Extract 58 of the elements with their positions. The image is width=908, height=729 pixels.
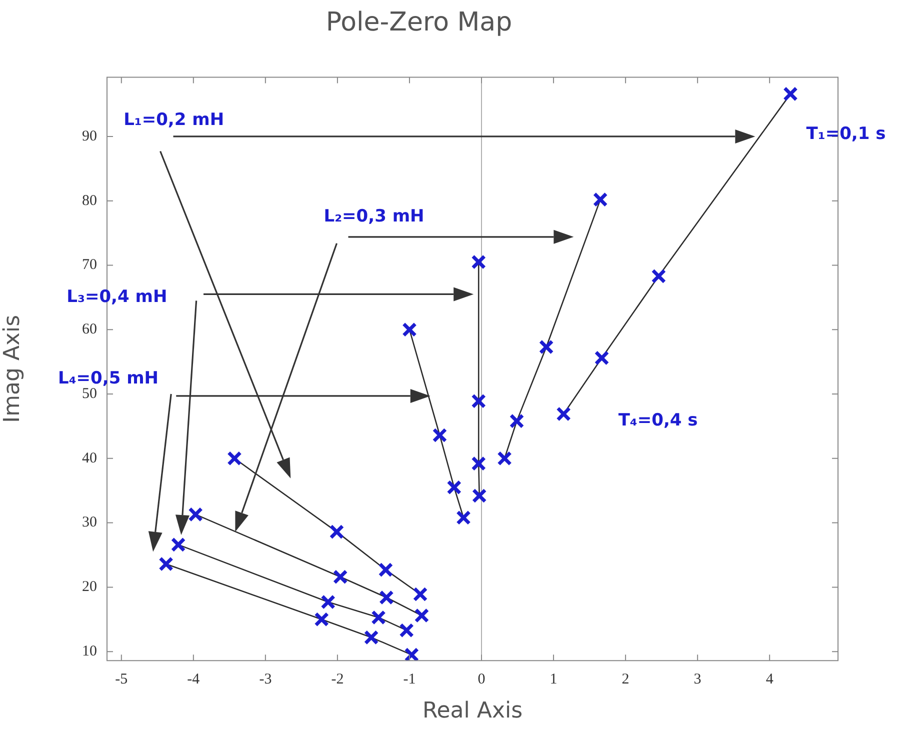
point [378, 562, 394, 578]
point [412, 586, 428, 602]
point [509, 414, 524, 428]
point [320, 594, 336, 610]
point [594, 350, 610, 366]
point [471, 254, 486, 270]
point [402, 322, 417, 338]
x-tick-label: -3 [259, 672, 272, 688]
point [432, 428, 448, 443]
point [404, 647, 420, 661]
point [329, 524, 344, 540]
y-tick-label: 90 [82, 128, 97, 144]
y-axis-title: Imag Axis [0, 314, 25, 423]
x-axis-title: Real Axis [422, 698, 523, 724]
point [414, 608, 430, 623]
point [446, 480, 462, 495]
point [456, 510, 471, 526]
annotation: L₂=0,3 mH [324, 206, 424, 226]
point [471, 394, 486, 409]
annotation: L₁=0,2 mH [124, 110, 224, 130]
point [592, 192, 608, 207]
point [170, 537, 186, 552]
x-tick-label: 4 [766, 672, 774, 688]
annotation: T₄=0,4 s [618, 410, 698, 430]
point [399, 622, 414, 638]
point [314, 612, 330, 627]
x-tick-label: -1 [403, 672, 416, 688]
chart-title: Pole-Zero Map [326, 7, 512, 38]
annotation: L₃=0,4 mH [66, 286, 168, 307]
x-tick-label: -2 [331, 672, 344, 688]
point [783, 86, 798, 102]
y-tick-label: 60 [82, 322, 97, 338]
point [332, 569, 348, 584]
y-tick-label: 30 [82, 514, 97, 531]
y-tick-label: 20 [82, 579, 97, 596]
x-tick-label: 2 [622, 672, 630, 688]
point [158, 556, 174, 572]
x-tick-label: 3 [694, 672, 702, 688]
x-tick-label: 1 [550, 672, 558, 688]
x-tick-label: -4 [187, 672, 200, 688]
point [472, 488, 487, 504]
point [497, 451, 512, 466]
point [556, 406, 572, 422]
x-tick-label: 0 [478, 672, 486, 688]
y-tick-label: 40 [82, 450, 97, 466]
point [188, 507, 203, 522]
point [651, 268, 666, 284]
point [471, 456, 486, 471]
point [364, 630, 379, 645]
point [379, 590, 394, 605]
point [538, 340, 554, 354]
x-tick-label: -5 [115, 672, 128, 688]
point [227, 451, 242, 466]
annotation: T₁=0,1 s [806, 124, 886, 144]
point [371, 610, 386, 625]
y-tick-label: 70 [82, 257, 97, 274]
y-tick-label: 80 [82, 192, 97, 209]
y-tick-label: 10 [82, 644, 97, 660]
